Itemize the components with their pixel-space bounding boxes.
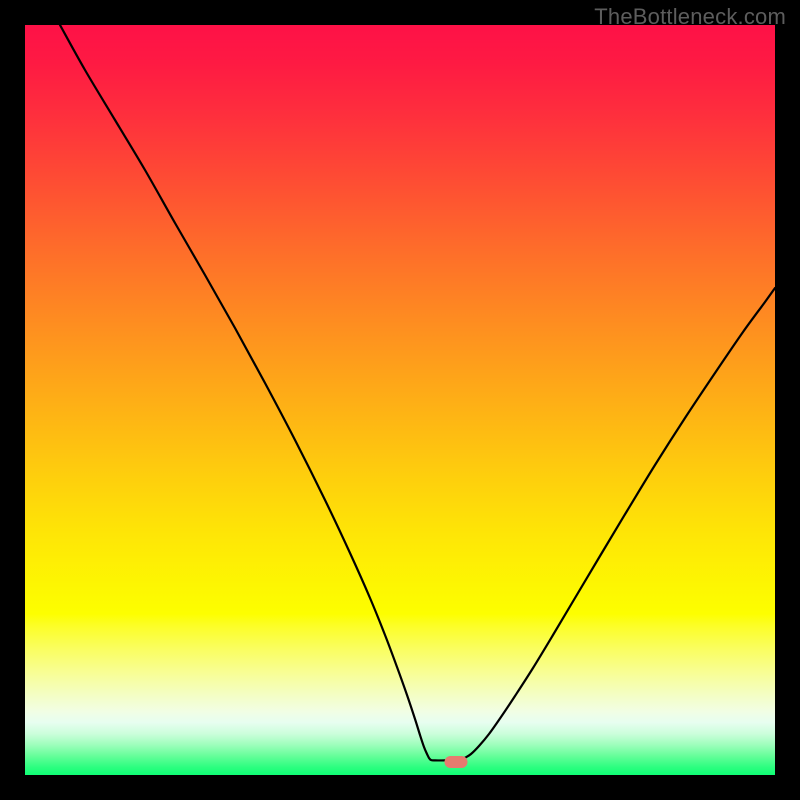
watermark-text: TheBottleneck.com	[594, 4, 786, 30]
bottleneck-curve	[60, 25, 775, 760]
curve-layer	[25, 25, 775, 775]
plot-area	[25, 25, 775, 775]
chart-frame: TheBottleneck.com	[0, 0, 800, 800]
curve-minimum-marker	[445, 757, 467, 768]
